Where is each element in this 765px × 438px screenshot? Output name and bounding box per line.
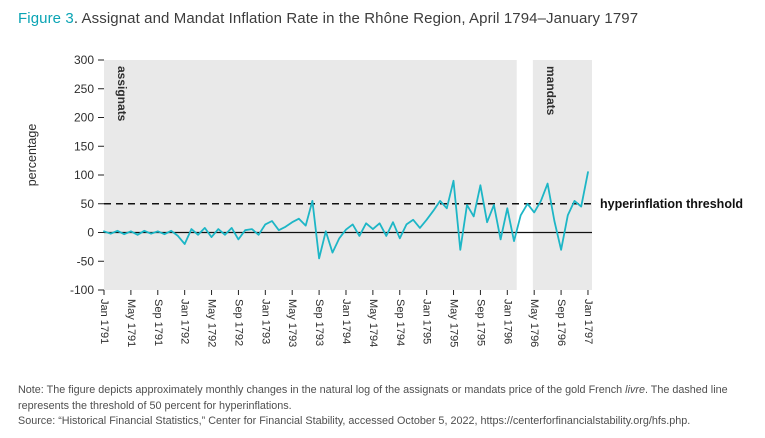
x-tick-label: Sep 1795 — [474, 299, 486, 346]
x-tick-label: Sep 1791 — [152, 299, 164, 346]
x-tick-label: Jan 1793 — [259, 299, 271, 344]
y-tick-label: 50 — [81, 197, 95, 211]
x-tick-label: May 1792 — [206, 299, 218, 347]
figure-title-text: . Assignat and Mandat Inflation Rate in … — [73, 10, 639, 27]
x-tick-label: May 1795 — [448, 299, 460, 347]
x-tick-label: Jan 1794 — [340, 299, 352, 344]
x-tick-label: May 1793 — [286, 299, 298, 347]
x-tick-label: Jan 1797 — [582, 299, 594, 344]
region-mandats — [532, 60, 592, 290]
figure-title: Figure 3. Assignat and Mandat Inflation … — [18, 10, 748, 27]
x-tick-label: Sep 1792 — [232, 299, 244, 346]
x-tick-label: May 1791 — [125, 299, 137, 347]
y-tick-label: 150 — [74, 139, 94, 153]
region-label-mandats: mandats — [544, 66, 558, 116]
y-tick-label: 100 — [74, 168, 94, 182]
y-tick-label: 250 — [74, 82, 94, 96]
x-tick-label: Sep 1793 — [313, 299, 325, 346]
x-tick-label: Jan 1791 — [98, 299, 110, 344]
note-italic-word: livre — [625, 384, 645, 396]
y-tick-label: 0 — [87, 226, 94, 240]
x-tick-label: Sep 1796 — [555, 299, 567, 346]
x-tick-label: Jan 1795 — [421, 299, 433, 344]
note-text: Note: The figure depicts approximately m… — [18, 383, 755, 414]
threshold-label: hyperinflation threshold — [600, 197, 743, 211]
source-text: Source: “Historical Financial Statistics… — [18, 415, 691, 428]
y-tick-label: -100 — [70, 283, 94, 297]
x-tick-label: May 1794 — [367, 299, 379, 347]
region-label-assignats: assignats — [115, 66, 129, 122]
x-tick-label: Jan 1792 — [179, 299, 191, 344]
y-axis-label: percentage — [25, 124, 39, 187]
y-tick-label: 200 — [74, 111, 94, 125]
y-tick-label: 300 — [74, 53, 94, 67]
region-assignats — [104, 60, 517, 290]
x-tick-label: Jan 1796 — [501, 299, 513, 344]
x-tick-label: May 1796 — [528, 299, 540, 347]
x-tick-label: Sep 1794 — [394, 299, 406, 346]
note-post: . The dashed line represents the thresho… — [18, 384, 728, 412]
figure-notes: Note: The figure depicts approximately m… — [18, 383, 755, 430]
figure-number: Figure 3 — [18, 10, 74, 27]
note-pre: Note: The figure depicts approximately m… — [18, 384, 626, 396]
inflation-rate-line — [103, 171, 589, 260]
y-tick-label: -50 — [77, 254, 95, 268]
